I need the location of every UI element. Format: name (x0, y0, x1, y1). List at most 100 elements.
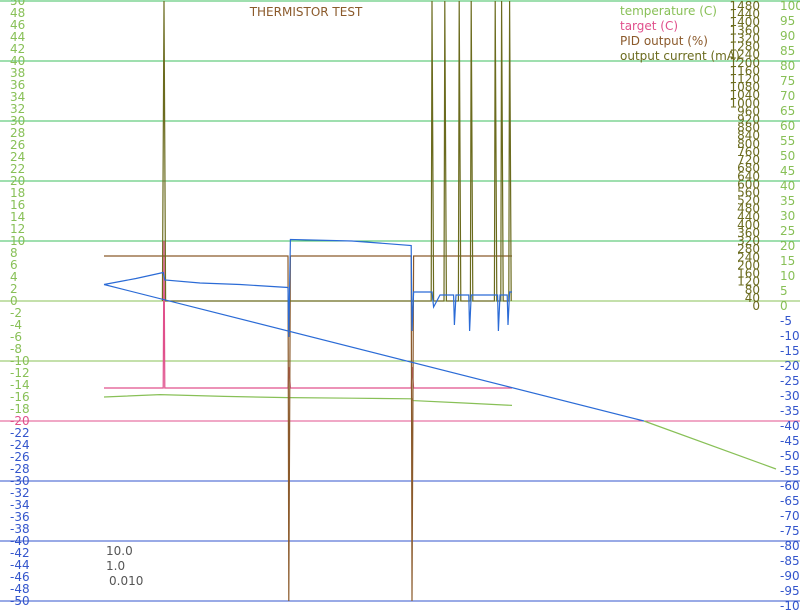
right-current-tick-label: 880 (737, 121, 760, 135)
right-percent-tick-label: 80 (780, 59, 795, 73)
left-tick-label: 32 (10, 102, 25, 116)
right-current-tick-label: 1280 (729, 40, 760, 54)
left-tick-label: 50 (10, 0, 25, 8)
left-tick-label: -16 (10, 390, 30, 404)
right-current-tick-label: 560 (737, 185, 760, 199)
left-tick-label: -46 (10, 570, 30, 584)
right-current-tick-label: 960 (737, 104, 760, 118)
series-line (104, 255, 512, 602)
right-current-tick-label: 120 (737, 275, 760, 289)
left-tick-label: 46 (10, 18, 25, 32)
series-line (103, 283, 645, 422)
right-percent-tick-label: 60 (780, 119, 795, 133)
legend-entry: target (C) (620, 19, 678, 33)
right-current-tick-label: 1040 (729, 88, 760, 102)
right-percent-tick-label: 40 (780, 179, 795, 193)
series-line (103, 238, 512, 338)
left-tick-label: -50 (10, 594, 30, 608)
left-tick-label: -6 (10, 330, 22, 344)
right-percent-tick-label: 75 (780, 74, 795, 88)
right-percent-tick-label: 45 (780, 164, 795, 178)
left-tick-label: -10 (10, 354, 30, 368)
left-tick-label: -32 (10, 486, 30, 500)
left-tick-label: 22 (10, 162, 25, 176)
pid-param-value: 10.0 (106, 544, 133, 558)
left-tick-label: 34 (10, 90, 25, 104)
left-tick-label: -8 (10, 342, 22, 356)
right-percent-tick-label: 5 (780, 284, 788, 298)
right-percent-tick-label: 20 (780, 239, 795, 253)
left-tick-label: -36 (10, 510, 30, 524)
left-tick-label: -18 (10, 402, 30, 416)
right-current-tick-label: 1240 (729, 48, 760, 62)
left-tick-label: 48 (10, 6, 25, 20)
pid-param-value: 0.010 (109, 574, 143, 588)
right-current-tick-label: 760 (737, 145, 760, 159)
right-percent-tick-label: -40 (780, 419, 800, 433)
pid-param-value: 1.0 (106, 559, 125, 573)
right-axis-current: 1480144014001360132012801240120011601120… (729, 0, 760, 313)
right-percent-tick-label: -65 (780, 494, 800, 508)
right-percent-tick-label: -90 (780, 569, 800, 583)
right-percent-tick-label: 15 (780, 254, 795, 268)
left-tick-label: -42 (10, 546, 30, 560)
left-tick-label: -44 (10, 558, 30, 572)
right-current-tick-label: 240 (737, 250, 760, 264)
legend-entry: output current (mA) (620, 49, 740, 63)
left-tick-label: -24 (10, 438, 30, 452)
right-percent-tick-label: 30 (780, 209, 795, 223)
left-tick-label: 36 (10, 78, 25, 92)
right-current-tick-label: 520 (737, 194, 760, 208)
left-tick-label: 0 (10, 294, 18, 308)
left-tick-label: 12 (10, 222, 25, 236)
chart-title: THERMISTOR TEST (249, 5, 363, 19)
left-tick-label: 10 (10, 234, 25, 248)
right-percent-tick-label: 90 (780, 29, 795, 43)
right-percent-tick-label: 10 (780, 269, 795, 283)
left-tick-label: 6 (10, 258, 18, 272)
left-tick-label: 44 (10, 30, 25, 44)
left-tick-label: -22 (10, 426, 30, 440)
right-current-tick-label: 1200 (729, 56, 760, 70)
left-tick-label: -40 (10, 534, 30, 548)
left-tick-label: 28 (10, 126, 25, 140)
left-tick-label: 2 (10, 282, 18, 296)
left-tick-label: -38 (10, 522, 30, 536)
right-axis-percent: 1009590858075706560555045403530252015105… (780, 0, 800, 611)
left-tick-label: 26 (10, 138, 25, 152)
right-current-tick-label: 360 (737, 226, 760, 240)
left-tick-label: 42 (10, 42, 25, 56)
left-tick-label: 4 (10, 270, 18, 284)
right-percent-tick-label: -80 (780, 539, 800, 553)
right-percent-tick-label: 100 (780, 0, 800, 13)
left-tick-label: 24 (10, 150, 25, 164)
left-tick-label: -26 (10, 450, 30, 464)
left-tick-label: 40 (10, 54, 25, 68)
right-percent-tick-label: -75 (780, 524, 800, 538)
series-line (161, 0, 512, 302)
right-current-tick-label: 320 (737, 234, 760, 248)
right-percent-tick-label: -15 (780, 344, 800, 358)
right-current-tick-label: 840 (737, 129, 760, 143)
left-tick-label: -2 (10, 306, 22, 320)
left-tick-label: 38 (10, 66, 25, 80)
right-percent-tick-label: -5 (780, 314, 792, 328)
pid-params: 10.01.00.010 (106, 544, 143, 588)
right-percent-tick-label: -55 (780, 464, 800, 478)
series-group (103, 0, 777, 602)
right-current-tick-label: 680 (737, 161, 760, 175)
right-percent-tick-label: 25 (780, 224, 795, 238)
right-percent-tick-label: -10 (780, 329, 800, 343)
right-current-tick-label: 440 (737, 210, 760, 224)
left-tick-label: 30 (10, 114, 25, 128)
legend-entry: temperature (C) (620, 4, 717, 18)
right-percent-tick-label: -60 (780, 479, 800, 493)
left-tick-label: -48 (10, 582, 30, 596)
right-percent-tick-label: -95 (780, 584, 800, 598)
right-percent-tick-label: -45 (780, 434, 800, 448)
left-tick-label: 14 (10, 210, 25, 224)
left-tick-label: -20 (10, 414, 30, 428)
right-current-tick-label: 1480 (729, 0, 760, 13)
series-line (643, 420, 777, 470)
right-percent-tick-label: 85 (780, 44, 795, 58)
